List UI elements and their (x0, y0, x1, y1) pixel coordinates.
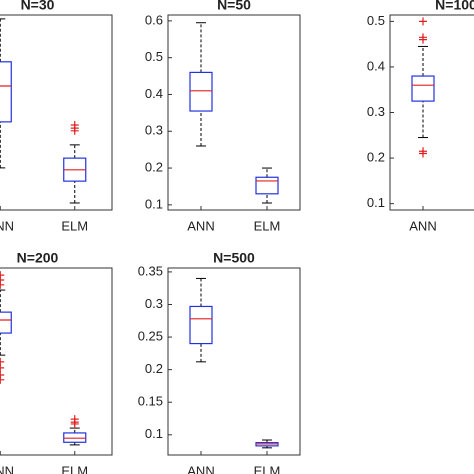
outlier (419, 35, 427, 44)
y-tick-label: 0.3 (367, 104, 385, 119)
y-tick-label: 0.1 (367, 195, 385, 210)
x-tick-label: ANN (187, 463, 214, 474)
outlier (0, 363, 5, 372)
chart-title: N=200 (17, 250, 59, 266)
y-tick-label: 0.5 (145, 49, 163, 64)
chart-title: N=500 (213, 250, 255, 266)
chart-title: N=100 (435, 0, 474, 13)
y-tick-label: 0.15 (138, 394, 163, 409)
y-tick-label: 0.35 (138, 263, 163, 278)
y-tick-label: 0.4 (145, 86, 163, 101)
y-tick-label: 0.4 (367, 58, 385, 73)
y-tick-label: 0.1 (145, 426, 163, 441)
x-tick-label: ELM (61, 218, 88, 233)
box (189, 71, 213, 112)
outlier (70, 120, 79, 129)
box (255, 176, 279, 195)
box (411, 75, 435, 102)
y-tick-label: 0.5 (367, 13, 385, 28)
outlier (0, 375, 5, 384)
axes-frame (0, 14, 113, 211)
outlier (0, 280, 5, 289)
x-tick-label: ANN (0, 218, 14, 233)
y-tick-label: 0.6 (145, 12, 163, 27)
outlier (70, 415, 79, 424)
x-tick-label: ELM (254, 218, 281, 233)
y-tick-label: 0.2 (367, 149, 385, 164)
chart-title: N=50 (217, 0, 251, 13)
axes-frame (389, 14, 474, 211)
box (0, 61, 12, 123)
box (0, 311, 12, 334)
chart-title: N=30 (21, 0, 55, 13)
y-tick-label: 0.2 (145, 159, 163, 174)
x-tick-label: ELM (61, 463, 88, 474)
y-tick-label: 0.3 (145, 123, 163, 138)
x-tick-label: ANN (409, 218, 436, 233)
axes-frame (167, 14, 301, 211)
x-tick-label: ANN (0, 463, 14, 474)
y-tick-label: 0.25 (138, 329, 163, 344)
axes-frame (167, 267, 301, 456)
y-tick-label: 0.3 (145, 296, 163, 311)
box (189, 305, 213, 345)
y-tick-label: 0.2 (145, 361, 163, 376)
x-tick-label: ELM (254, 463, 281, 474)
outlier (419, 17, 427, 26)
outlier (419, 149, 427, 158)
y-tick-label: 0.1 (145, 196, 163, 211)
axes-frame (0, 267, 113, 456)
x-tick-label: ANN (187, 218, 214, 233)
